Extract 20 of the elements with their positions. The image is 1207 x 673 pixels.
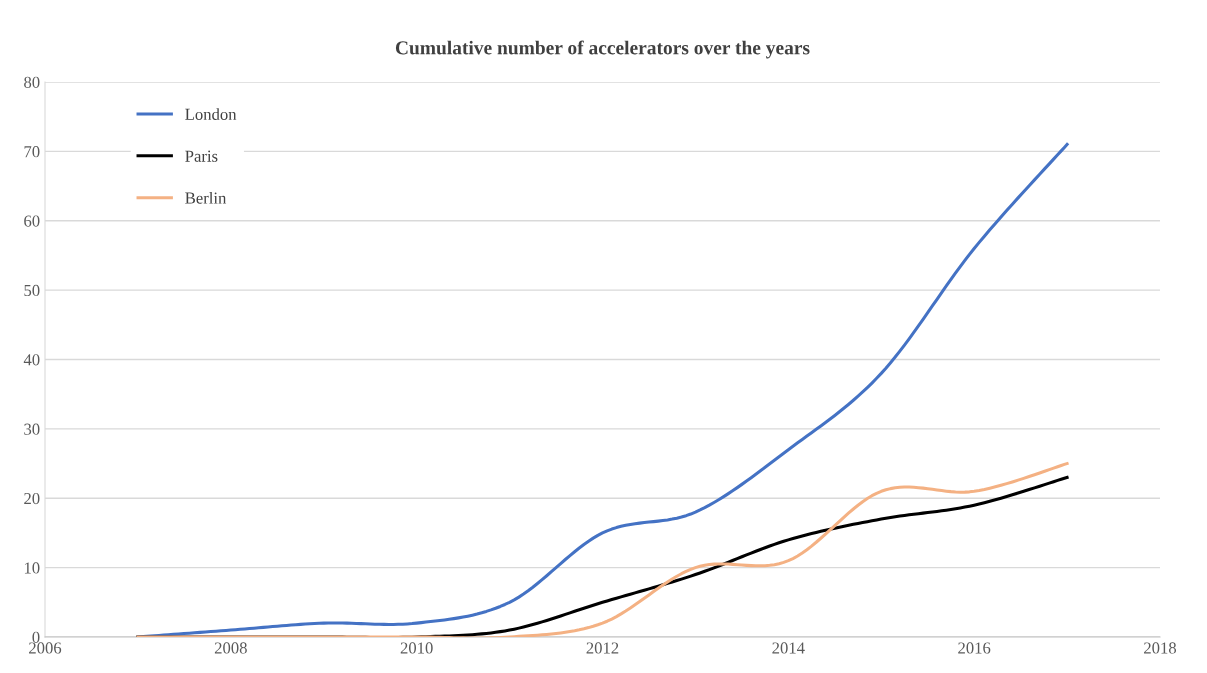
y-tick-label: 70 xyxy=(24,146,40,158)
x-tick-label: 2012 xyxy=(586,642,619,654)
x-tick-label: 2014 xyxy=(772,642,805,654)
x-tick-label: 2010 xyxy=(400,642,433,654)
y-tick-label: 30 xyxy=(24,423,40,435)
y-tick-label: 20 xyxy=(24,492,40,505)
y-tick-label: 10 xyxy=(24,562,40,574)
x-tick-label: 2008 xyxy=(214,642,247,654)
x-tick-label: 2016 xyxy=(958,642,991,654)
legend-label: Berlin xyxy=(185,191,227,204)
y-tick-label: 40 xyxy=(23,354,40,366)
y-tick-label: 80 xyxy=(24,76,40,88)
legend-label: Paris xyxy=(185,150,218,162)
y-tick-label: 0 xyxy=(32,631,40,643)
x-tick-label: 2018 xyxy=(1144,642,1177,654)
y-tick-label: 60 xyxy=(24,215,40,227)
x-tick-label: 2006 xyxy=(29,642,62,654)
legend-label: London xyxy=(185,108,237,120)
chart-title: Cumulative number of accelerators over the years xyxy=(395,40,810,59)
y-tick-label: 50 xyxy=(24,284,40,297)
